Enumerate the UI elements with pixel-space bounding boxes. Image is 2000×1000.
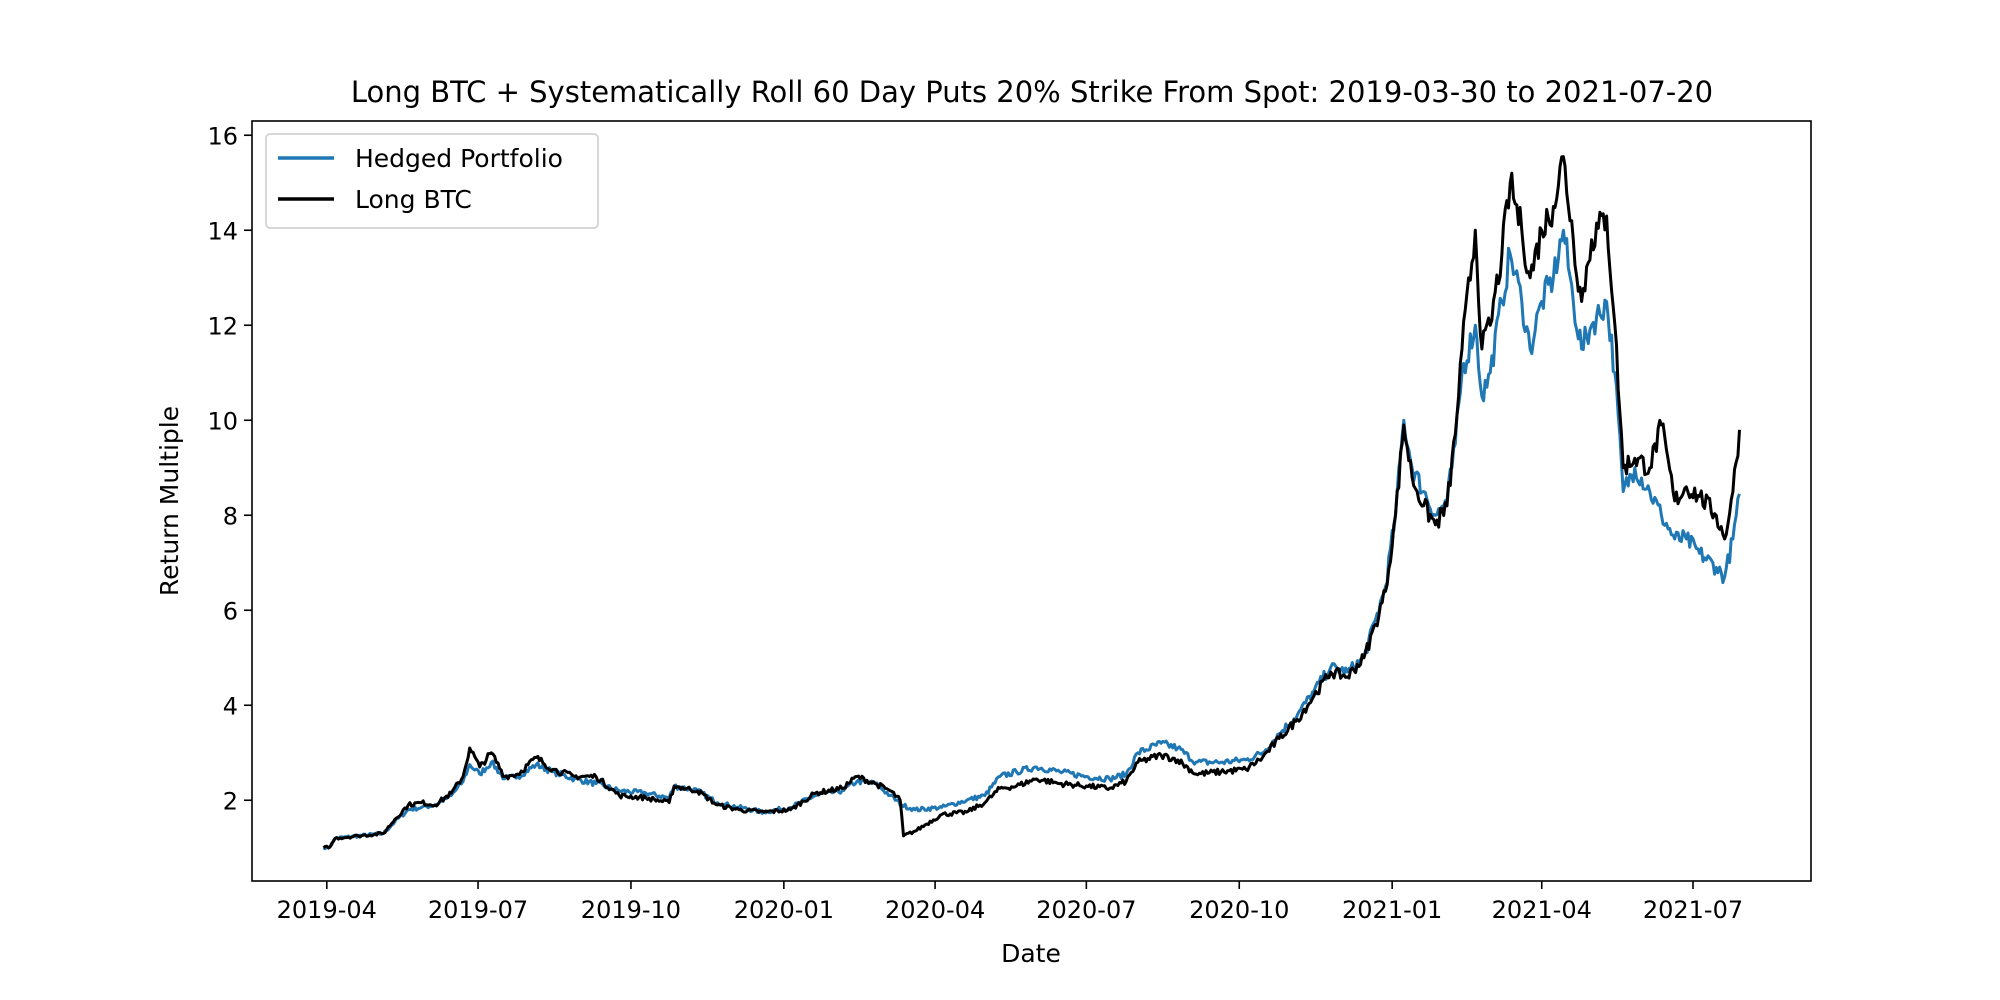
- x-tick-label: 2019-07: [428, 896, 528, 924]
- y-tick-label: 14: [207, 217, 238, 245]
- x-tick-label: 2020-10: [1189, 896, 1289, 924]
- x-axis: 2019-04 2019-07 2019-10 2020-01 2020-04 2020-…: [277, 881, 1743, 924]
- plot-area: [251, 120, 1812, 882]
- x-tick-label: 2021-07: [1643, 896, 1743, 924]
- x-tick-label: 2019-04: [277, 896, 377, 924]
- y-tick-label: 12: [207, 312, 238, 340]
- x-tick-label: 2020-04: [885, 896, 985, 924]
- legend-frame: [265, 133, 599, 229]
- series-layer: [322, 155, 1741, 851]
- y-axis: 2 4 6 8 10 12 14 16: [207, 122, 252, 815]
- x-tick-label: 2020-01: [734, 896, 834, 924]
- series-line-long-btc: [322, 155, 1741, 850]
- x-tick-label: 2021-01: [1342, 896, 1442, 924]
- x-tick-label: 2021-04: [1492, 896, 1592, 924]
- y-tick-label: 4: [223, 692, 238, 720]
- x-axis-label: Date: [1001, 939, 1061, 968]
- y-tick-label: 10: [207, 407, 238, 435]
- y-tick-label: 6: [223, 597, 238, 625]
- legend-label-hedged-portfolio: Hedged Portfolio: [355, 144, 563, 173]
- legend-label-long-btc: Long BTC: [355, 185, 472, 214]
- x-tick-label: 2020-07: [1036, 896, 1136, 924]
- plot-frame: [251, 120, 1812, 882]
- y-tick-label: 2: [223, 787, 238, 815]
- plot-background: [252, 121, 1811, 881]
- x-tick-label: 2019-10: [581, 896, 681, 924]
- legend: Hedged Portfolio Long BTC: [265, 133, 599, 229]
- y-axis-label: Return Multiple: [155, 406, 184, 596]
- y-tick-label: 16: [207, 122, 238, 150]
- y-tick-label: 8: [223, 502, 238, 530]
- chart-title: Long BTC + Systematically Roll 60 Day Pu…: [351, 75, 1713, 109]
